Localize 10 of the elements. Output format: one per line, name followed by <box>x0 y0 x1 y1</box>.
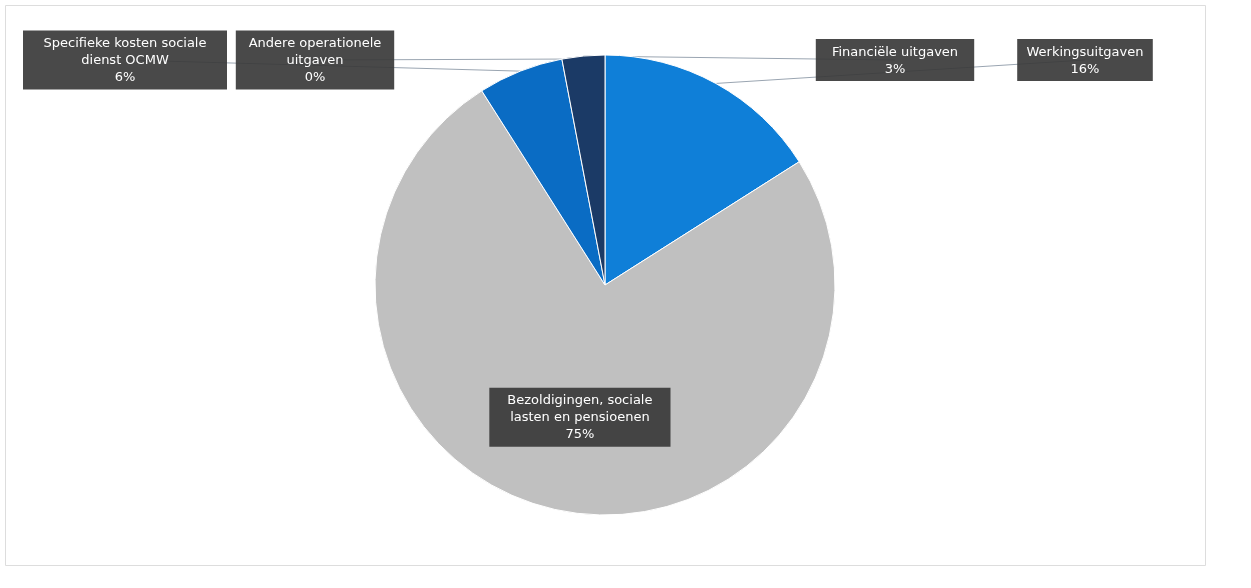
slice-label: Financiële uitgaven <box>831 43 959 59</box>
slice-label: Werkingsuitgaven <box>1026 43 1144 59</box>
data-label: 16% <box>1070 60 1100 76</box>
text: 0% <box>304 69 326 84</box>
data-label: 6% <box>114 69 136 84</box>
slice-label: Bezoldigingen, sociale lasten en pensioenen <box>507 392 653 425</box>
data-label: 75% <box>565 426 595 442</box>
category-label: Andere operationele uitgaven <box>248 35 382 67</box>
data-label: 3% <box>884 60 906 76</box>
slice-label: Specifieke kosten sociale dienst OCMW <box>43 35 207 67</box>
